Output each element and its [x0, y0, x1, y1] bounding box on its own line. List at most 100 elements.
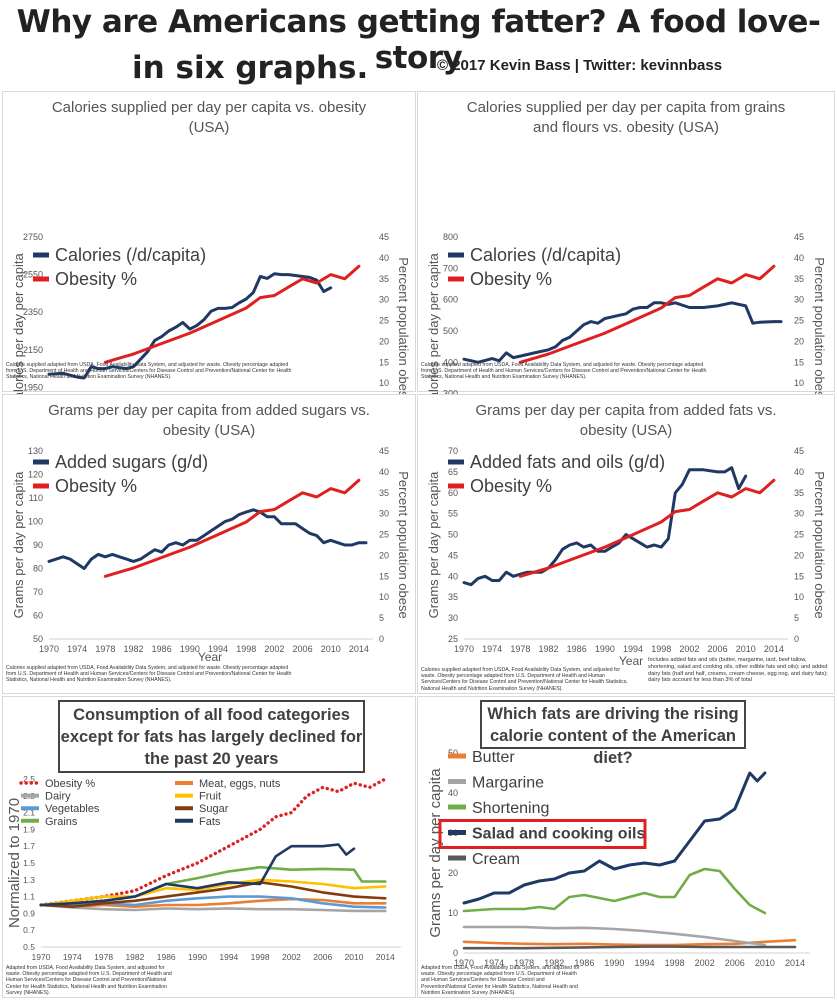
y-tick-label: 130	[28, 446, 43, 456]
chart-panel-fats: Grams per day per capita from added fats…	[417, 394, 835, 694]
y-tick-label: 60	[33, 611, 43, 621]
y-tick-label: 0	[453, 948, 458, 958]
x-tick-label: 2014	[349, 644, 369, 654]
y-tick-label: 400	[443, 357, 458, 367]
y2-tick-label: 45	[794, 446, 804, 456]
chart-panel-categories: 0.50.70.91.11.31.51.71.92.12.32.51970197…	[2, 696, 416, 998]
y2-tick-label: 25	[794, 530, 804, 540]
y2-tick-label: 25	[379, 316, 389, 326]
source-note: Calories supplied adapted from USDA, Foo…	[6, 362, 292, 381]
chart-panel-calories: Calories supplied per day per capita vs.…	[2, 91, 416, 455]
chart-panel-fat-types: 0102030405019701974197819821986199019941…	[417, 696, 835, 998]
x-tick-label: 1974	[63, 952, 82, 962]
y-tick-label: 20	[448, 868, 458, 878]
x-tick-label: 2006	[293, 644, 313, 654]
series-line-meat-eggs-nuts	[39, 897, 387, 908]
series-line-cream	[462, 945, 797, 950]
y2-tick-label: 15	[794, 571, 804, 581]
chart-title: Calories supplied per day per capita vs.…	[51, 99, 367, 136]
y2-tick-label: 35	[379, 488, 389, 498]
legend-label: Margarine	[472, 775, 544, 792]
y-tick-label: 70	[448, 446, 458, 456]
x-tick-label: 2010	[736, 644, 756, 654]
y2-tick-label: 45	[379, 232, 389, 242]
x-tick-label: 2002	[282, 952, 301, 962]
series-line-calories-d-capita-	[462, 301, 783, 364]
y2-tick-label: 30	[794, 509, 804, 519]
x-tick-label: 1986	[157, 952, 176, 962]
legend-label: Meat, eggs, nuts	[199, 778, 281, 790]
y2-tick-label: 10	[379, 378, 389, 388]
y2-tick-label: 25	[379, 530, 389, 540]
series-line-added-sugars-g-d-	[47, 508, 368, 570]
y2-tick-label: 30	[379, 295, 389, 305]
legend-label: Vegetables	[45, 803, 100, 815]
x-tick-label: 2010	[755, 958, 775, 968]
y2-tick-label: 40	[379, 253, 389, 263]
series-line-obesity-	[518, 264, 776, 364]
chart-title: Calories supplied per day per capita fro…	[466, 99, 786, 136]
y2-tick-label: 15	[379, 571, 389, 581]
y-tick-label: 80	[33, 564, 43, 574]
x-tick-label: 1986	[574, 958, 594, 968]
y-tick-label: 2550	[23, 270, 43, 280]
x-tick-label: 2014	[764, 644, 784, 654]
x-tick-label: 1994	[208, 644, 228, 654]
categories-title-box: Consumption of all food categories excep…	[58, 700, 365, 773]
x-tick-label: 1998	[665, 958, 685, 968]
series-line-margarine	[462, 925, 767, 947]
x-tick-label: 1994	[623, 644, 643, 654]
y-tick-label: 300	[443, 389, 458, 399]
y-tick-label: 55	[448, 509, 458, 519]
legend-label: Added fats and oils (g/d)	[470, 452, 665, 472]
y2-tick-label: 30	[794, 295, 804, 305]
fat-types-title-box: Which fats are driving the rising calori…	[480, 700, 746, 767]
y2-tick-label: 10	[794, 592, 804, 602]
y2-tick-label: 35	[794, 488, 804, 498]
x-tick-label: 1970	[39, 644, 59, 654]
y2-axis-title: Percent population obese	[812, 257, 827, 404]
source-note: Calories supplied adapted from USDA, Foo…	[421, 362, 707, 381]
chart-panel-sugars: Grams per day per capita from added suga…	[2, 394, 416, 694]
y-tick-label: 0.5	[23, 942, 35, 952]
x-tick-label: 2010	[321, 644, 341, 654]
x-tick-label: 1978	[95, 644, 115, 654]
y2-tick-label: 40	[794, 253, 804, 263]
y2-tick-label: 20	[794, 550, 804, 560]
legend-label: Obesity %	[470, 476, 552, 496]
x-tick-label: 2014	[785, 958, 805, 968]
x-tick-label: 1982	[544, 958, 564, 968]
legend-label: Obesity %	[45, 778, 95, 790]
x-tick-label: 1970	[454, 644, 474, 654]
series-line-dairy	[39, 903, 387, 913]
y2-tick-label: 40	[794, 467, 804, 477]
legend-label: Obesity %	[55, 476, 137, 496]
y2-tick-label: 15	[379, 357, 389, 367]
legend-label: Salad and cooking oils	[472, 826, 645, 843]
y-axis-title: Normalized to 1970	[6, 798, 23, 928]
chart-title: Grams per day per capita from added fats…	[475, 402, 777, 439]
x-tick-label: 1994	[635, 958, 655, 968]
y-tick-label: 35	[448, 592, 458, 602]
series-line-sugar	[39, 881, 387, 908]
y-tick-label: 1.9	[23, 824, 35, 834]
x-tick-label: 1978	[514, 958, 534, 968]
x-tick-label: 2002	[264, 644, 284, 654]
series-line-salad-and-cooking-oils	[462, 771, 767, 905]
x-tick-label: 1974	[67, 644, 87, 654]
x-tick-label: 2002	[679, 644, 699, 654]
y2-tick-label: 45	[794, 232, 804, 242]
x-tick-label: 2006	[708, 644, 728, 654]
y-tick-label: 40	[448, 788, 458, 798]
x-tick-label: 1986	[567, 644, 587, 654]
x-tick-label: 1990	[188, 952, 207, 962]
y-tick-label: 1.7	[23, 841, 35, 851]
y-tick-label: 65	[448, 467, 458, 477]
y-axis-title: Grams per day per capita	[11, 471, 26, 618]
x-tick-label: 1998	[651, 644, 671, 654]
x-tick-label: 2010	[345, 952, 364, 962]
series-line-fruit	[39, 878, 387, 907]
y2-tick-label: 10	[794, 378, 804, 388]
x-tick-label: 1990	[604, 958, 624, 968]
y-tick-label: 50	[448, 748, 458, 758]
